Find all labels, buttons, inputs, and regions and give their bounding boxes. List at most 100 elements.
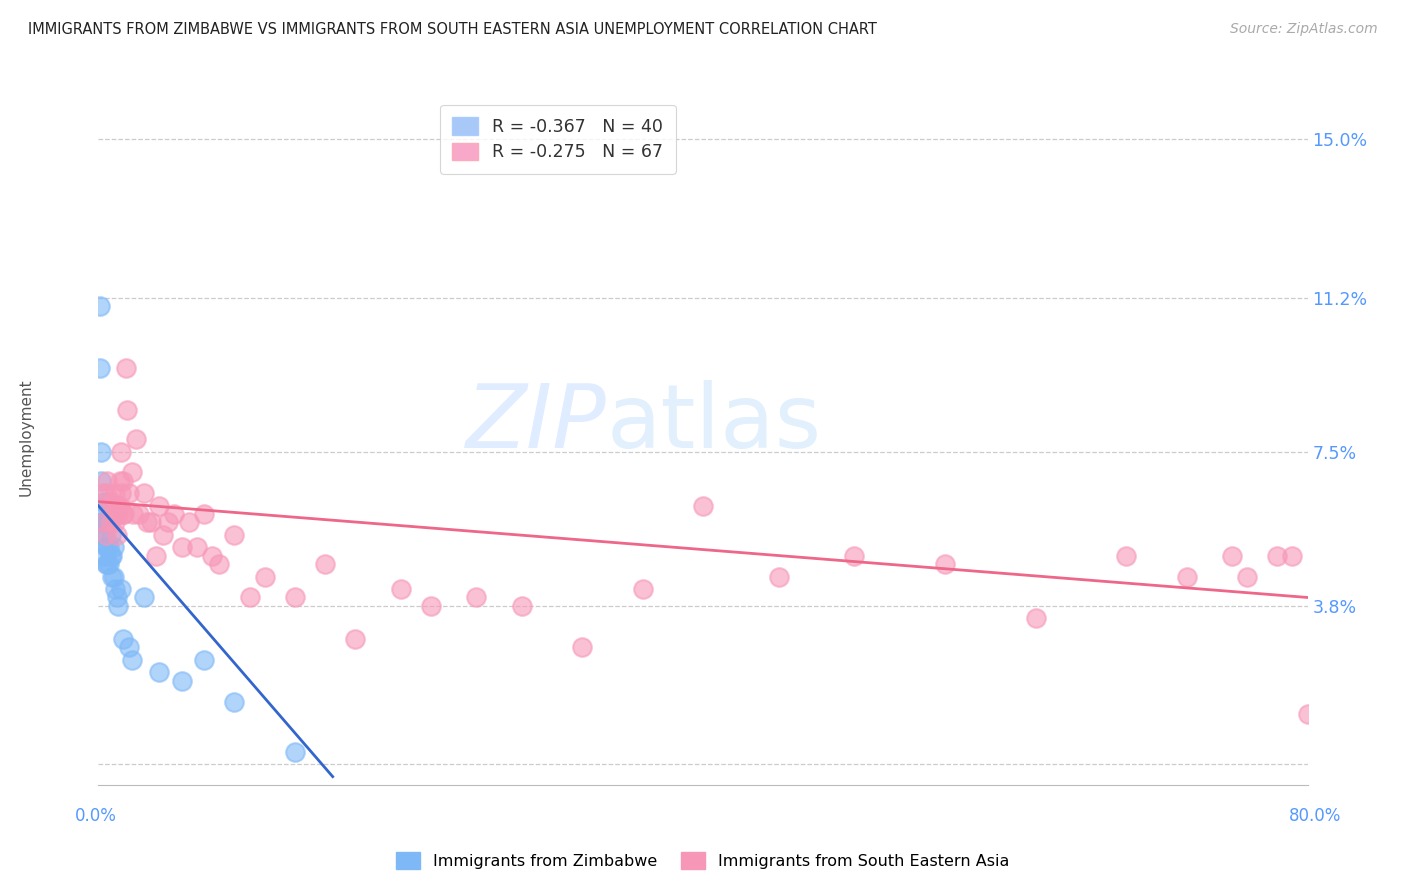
Point	[1220, 549, 1243, 563]
Point	[1281, 549, 1303, 563]
Point	[100, 516, 122, 530]
Point	[141, 516, 163, 530]
Point	[170, 541, 193, 555]
Point	[314, 557, 336, 571]
Point	[98, 541, 121, 555]
Text: Source: ZipAtlas.com: Source: ZipAtlas.com	[1230, 22, 1378, 37]
Point	[103, 541, 125, 555]
Point	[152, 528, 174, 542]
Point	[186, 541, 208, 555]
Point	[93, 507, 115, 521]
Point	[96, 494, 118, 508]
Point	[284, 745, 307, 759]
Point	[1175, 569, 1198, 583]
Point	[100, 528, 122, 542]
Point	[111, 474, 134, 488]
Point	[104, 582, 127, 596]
Point	[96, 474, 118, 488]
Point	[1267, 549, 1289, 563]
Text: IMMIGRANTS FROM ZIMBABWE VS IMMIGRANTS FROM SOUTH EASTERN ASIA UNEMPLOYMENT CORR: IMMIGRANTS FROM ZIMBABWE VS IMMIGRANTS F…	[28, 22, 877, 37]
Text: 80.0%: 80.0%	[1288, 807, 1341, 825]
Point	[115, 403, 138, 417]
Point	[239, 591, 262, 605]
Point	[420, 599, 443, 613]
Point	[201, 549, 224, 563]
Point	[108, 474, 131, 488]
Legend: Immigrants from Zimbabwe, Immigrants from South Eastern Asia: Immigrants from Zimbabwe, Immigrants fro…	[389, 846, 1017, 875]
Point	[98, 516, 121, 530]
Point	[170, 673, 193, 688]
Point	[89, 361, 111, 376]
Point	[145, 549, 167, 563]
Point	[94, 528, 117, 542]
Point	[121, 653, 143, 667]
Text: 0.0%: 0.0%	[75, 807, 117, 825]
Point	[93, 528, 115, 542]
Point	[89, 299, 111, 313]
Point	[111, 632, 134, 647]
Point	[110, 444, 132, 458]
Point	[344, 632, 367, 647]
Point	[132, 486, 155, 500]
Point	[107, 507, 129, 521]
Point	[96, 541, 118, 555]
Point	[1115, 549, 1137, 563]
Point	[105, 591, 128, 605]
Point	[253, 569, 276, 583]
Point	[125, 432, 148, 446]
Point	[107, 599, 129, 613]
Point	[105, 528, 128, 542]
Point	[101, 569, 124, 583]
Point	[103, 507, 125, 521]
Point	[122, 507, 145, 521]
Point	[148, 665, 170, 680]
Point	[98, 557, 121, 571]
Point	[114, 361, 136, 376]
Point	[103, 499, 125, 513]
Point	[1236, 569, 1258, 583]
Point	[91, 486, 114, 500]
Point	[193, 653, 215, 667]
Point	[284, 591, 307, 605]
Point	[96, 516, 118, 530]
Point	[93, 549, 115, 563]
Point	[90, 474, 112, 488]
Point	[94, 486, 117, 500]
Point	[91, 528, 114, 542]
Point	[193, 507, 215, 521]
Point	[110, 582, 132, 596]
Point	[465, 591, 488, 605]
Point	[90, 516, 112, 530]
Point	[179, 516, 201, 530]
Text: Unemployment: Unemployment	[18, 378, 34, 496]
Point	[90, 444, 112, 458]
Text: ZIP: ZIP	[465, 380, 606, 467]
Point	[510, 599, 533, 613]
Point	[118, 486, 141, 500]
Text: atlas: atlas	[606, 380, 821, 467]
Point	[768, 569, 790, 583]
Legend: R = -0.367   N = 40, R = -0.275   N = 67: R = -0.367 N = 40, R = -0.275 N = 67	[440, 105, 675, 174]
Point	[105, 499, 128, 513]
Point	[631, 582, 654, 596]
Point	[91, 494, 114, 508]
Point	[101, 494, 124, 508]
Point	[108, 499, 131, 513]
Point	[224, 695, 246, 709]
Point	[104, 486, 127, 500]
Point	[208, 557, 231, 571]
Point	[118, 640, 141, 655]
Point	[103, 569, 125, 583]
Point	[104, 516, 127, 530]
Point	[132, 591, 155, 605]
Point	[135, 516, 157, 530]
Point	[100, 549, 122, 563]
Point	[96, 557, 118, 571]
Point	[156, 516, 179, 530]
Point	[110, 486, 132, 500]
Point	[692, 499, 714, 513]
Point	[571, 640, 593, 655]
Point	[98, 499, 121, 513]
Point	[128, 507, 150, 521]
Point	[112, 507, 135, 521]
